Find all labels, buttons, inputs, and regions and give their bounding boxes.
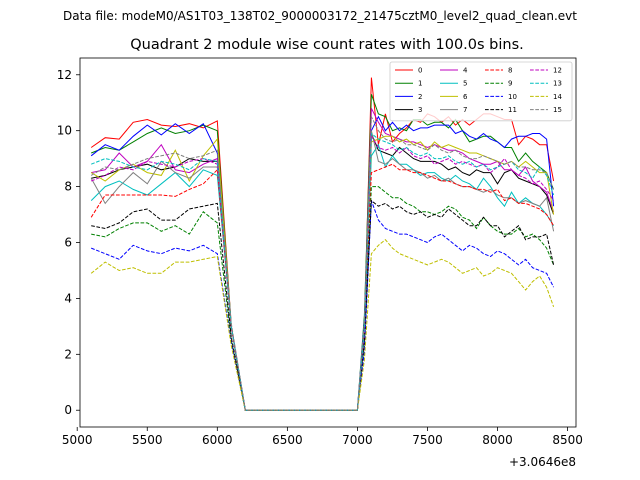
series-line-11 [91, 199, 555, 411]
y-tick-label: 6 [64, 236, 72, 250]
series-line-15 [90, 116, 555, 411]
x-tick-label: 7000 [342, 433, 373, 447]
legend-label-7: 7 [463, 106, 467, 114]
series-line-14 [90, 239, 555, 411]
series-line-2 [90, 115, 555, 411]
series-line-8 [90, 163, 555, 411]
legend-label-13: 13 [553, 80, 562, 88]
x-tick-label: 8000 [482, 433, 513, 447]
y-tick-label: 4 [64, 291, 72, 305]
series-line-7 [90, 130, 555, 411]
y-tick-label: 8 [64, 180, 72, 194]
x-tick-label: 5500 [132, 433, 163, 447]
series-line-13 [91, 132, 555, 411]
y-tick-label: 10 [57, 124, 72, 138]
x-offset-label: +3.0646e8 [509, 455, 576, 469]
chart-suptitle: Data file: modeM0/AS1T03_138T02_90000031… [63, 9, 577, 23]
y-tick-label: 12 [57, 68, 72, 82]
legend-label-11: 11 [508, 106, 517, 114]
legend-label-0: 0 [418, 67, 422, 75]
legend-label-4: 4 [463, 67, 468, 75]
legend-label-5: 5 [463, 80, 467, 88]
legend-label-12: 12 [553, 67, 562, 75]
x-tick-label: 6500 [272, 433, 303, 447]
legend-label-10: 10 [508, 93, 517, 101]
legend-label-1: 1 [418, 80, 422, 88]
chart-title: Quadrant 2 module wise count rates with … [130, 37, 524, 53]
series-line-4 [91, 108, 555, 411]
legend-label-9: 9 [508, 80, 512, 88]
x-tick-label: 8500 [552, 433, 583, 447]
legend-box [389, 61, 573, 122]
legend-label-2: 2 [418, 93, 422, 101]
legend-label-6: 6 [463, 93, 468, 101]
axes-frame [79, 57, 577, 428]
series-line-9 [91, 186, 555, 411]
y-tick-label: 2 [64, 347, 72, 361]
plot-area: 5000 5500 6000 6500 7000 7500 8000 850002468101… [57, 57, 583, 447]
legend-label-15: 15 [553, 106, 562, 114]
x-tick-label: 5000 [62, 433, 93, 447]
series-line-12 [91, 134, 555, 411]
x-tick-label: 7500 [412, 433, 443, 447]
y-tick-label: 0 [64, 403, 72, 417]
legend-label-3: 3 [418, 106, 422, 114]
legend-label-8: 8 [508, 67, 512, 75]
x-tick-label: 6000 [202, 433, 233, 447]
series-line-10 [91, 200, 555, 411]
legend-label-14: 14 [553, 93, 562, 101]
